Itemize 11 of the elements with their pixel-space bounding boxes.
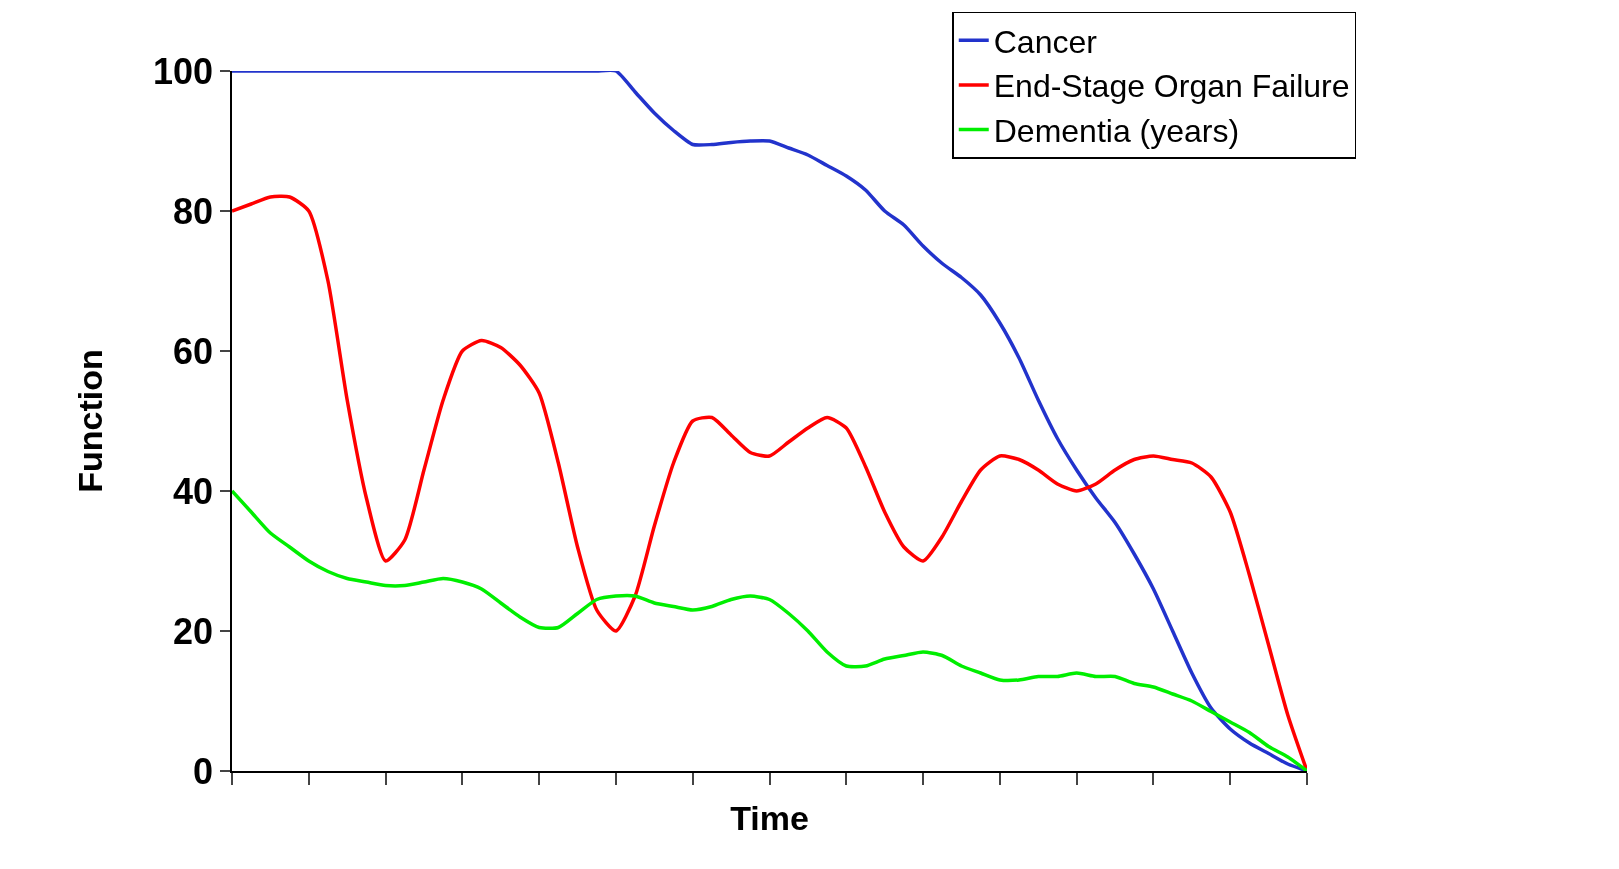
y-axis-title: Function (71, 349, 110, 493)
y-tick-label: 40 (173, 470, 214, 512)
legend-label: End-Stage Organ Failure (993, 68, 1350, 105)
y-tick-label: 80 (173, 190, 214, 232)
y-tick-label: 60 (173, 330, 214, 372)
legend-label: Dementia (years) (993, 112, 1240, 149)
legend-label: Cancer (993, 23, 1098, 60)
y-tick-label: 20 (173, 610, 214, 652)
y-tick-label: 0 (193, 750, 214, 792)
y-tick-label: 100 (152, 50, 214, 92)
x-axis-title: Time (730, 798, 809, 837)
